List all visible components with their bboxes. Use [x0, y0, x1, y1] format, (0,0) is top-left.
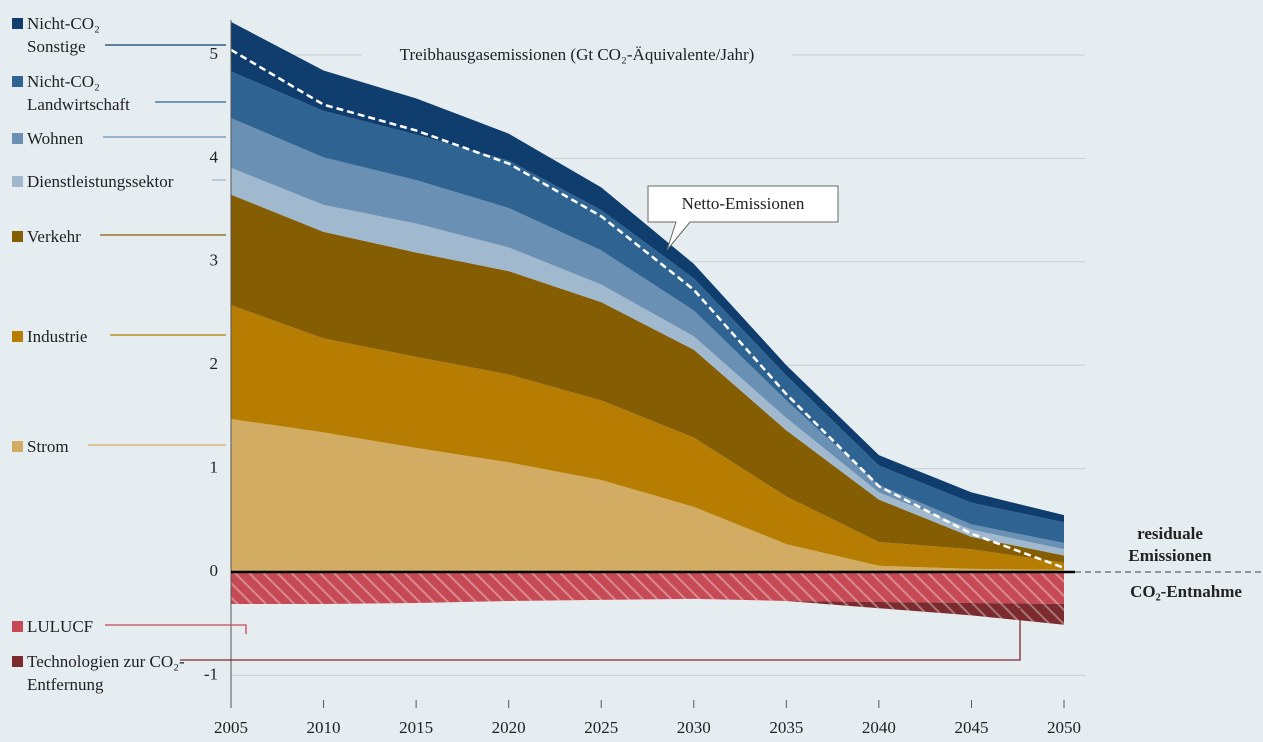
legend-label: Strom: [27, 437, 69, 456]
area: [231, 194, 1064, 563]
y-tick-label: 5: [210, 44, 219, 63]
legend-label: LULUCF: [27, 617, 94, 636]
x-tick-label: 2005: [214, 718, 248, 737]
legend-swatch: [12, 231, 23, 242]
legend-label: Verkehr: [27, 227, 81, 246]
legend-entry: LULUCF: [12, 615, 227, 638]
legend-entry: Wohnen: [12, 127, 227, 150]
legend-entry: Nicht-CO₂ Landwirtschaft: [12, 70, 167, 116]
legend-swatch: [12, 18, 23, 29]
callout-box: [647, 185, 839, 251]
y-tick-label: 4: [210, 147, 219, 166]
legend-label: Dienstleistungssektor: [27, 172, 174, 191]
legend-swatch: [12, 656, 23, 667]
legend-entry: Technologien zur CO₂-Entfernung: [12, 650, 197, 696]
legend-entry: Industrie: [12, 325, 227, 348]
area: [231, 71, 1064, 544]
x-tick-label: 2035: [769, 718, 803, 737]
x-tick-label: 2010: [307, 718, 341, 737]
legend-entry: Dienstleistungssektor: [12, 170, 247, 193]
annotation: residuale Emissionen: [1128, 524, 1212, 565]
legend-label: Wohnen: [27, 129, 84, 148]
net-line: [230, 48, 1065, 570]
y-tick-label: -1: [204, 664, 218, 683]
legend-label: Technologien zur CO₂-Entfernung: [27, 652, 185, 694]
x-tick-label: 2050: [1047, 718, 1081, 737]
y-tick-label: 2: [210, 354, 219, 373]
area: [231, 21, 1064, 523]
x-tick-label: 2020: [492, 718, 526, 737]
legend-swatch: [12, 331, 23, 342]
legend-label: Nicht-CO₂ Sonstige: [27, 14, 100, 56]
area-hatch: [231, 598, 1064, 625]
legend-entry: Strom: [12, 435, 227, 458]
area: [231, 305, 1064, 570]
x-tick-label: 2015: [399, 718, 433, 737]
x-tick-label: 2025: [584, 718, 618, 737]
x-tick-label: 2030: [677, 718, 711, 737]
legend-label: Industrie: [27, 327, 88, 346]
legend-swatch: [12, 133, 23, 144]
legend-swatch: [12, 441, 23, 452]
legend-entry: Verkehr: [12, 225, 227, 248]
legend-swatch: [12, 176, 23, 187]
area-hatch: [231, 572, 1064, 605]
area: [231, 118, 1064, 550]
x-tick-label: 2045: [954, 718, 988, 737]
x-tick-label: 2040: [862, 718, 896, 737]
leader-line: [180, 608, 1021, 661]
area: [231, 418, 1064, 572]
legend-entry: Nicht-CO₂ Sonstige: [12, 12, 127, 58]
legend-swatch: [12, 76, 23, 87]
callout-label: Netto-Emissionen: [682, 194, 805, 213]
area: [231, 167, 1064, 556]
legend-label: Nicht-CO₂ Landwirtschaft: [27, 72, 130, 114]
y-tick-label: 3: [210, 251, 219, 270]
y-tick-label: 0: [210, 561, 219, 580]
legend-swatch: [12, 621, 23, 632]
annotation: CO₂-Entnahme: [1130, 582, 1242, 601]
chart-title: Treibhausgasemissionen (Gt CO₂-Äquivalen…: [400, 45, 755, 64]
title-bg: [362, 44, 792, 68]
leader-line: [105, 624, 247, 635]
y-tick-label: 1: [210, 458, 219, 477]
